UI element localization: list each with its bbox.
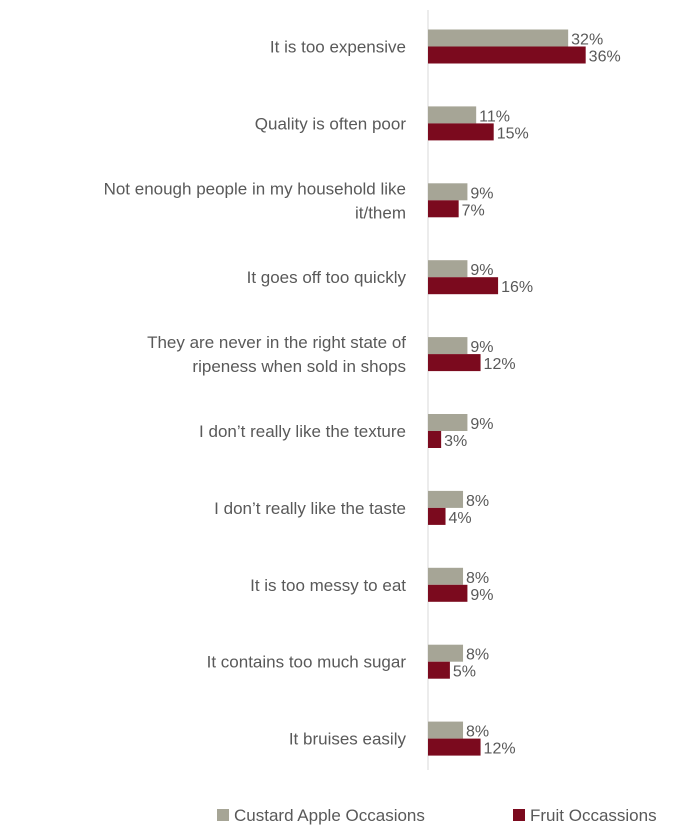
custard-apple-data-label: 9% bbox=[470, 339, 493, 356]
category-label-line: ripeness when sold in shops bbox=[192, 357, 406, 376]
category-label-line: It contains too much sugar bbox=[207, 653, 407, 672]
fruit-data-label: 16% bbox=[501, 279, 533, 296]
category-label: It contains too much sugar bbox=[207, 653, 407, 672]
category-label: I don’t really like the taste bbox=[214, 499, 406, 518]
category-label: Quality is often poor bbox=[255, 114, 407, 133]
fruit-bar bbox=[428, 123, 494, 141]
chart-marks: It is too expensive 32%36% Quality is ofte… bbox=[104, 29, 621, 758]
category-label: It bruises easily bbox=[289, 730, 407, 749]
custard-apple-bar bbox=[428, 106, 477, 124]
legend-label: Fruit Occassions bbox=[530, 806, 657, 825]
custard-apple-data-label: 11% bbox=[479, 108, 510, 125]
fruit-data-label: 4% bbox=[449, 510, 472, 527]
category-label: Not enough people in my household like it… bbox=[104, 179, 406, 222]
custard-apple-data-label: 9% bbox=[470, 416, 493, 433]
fruit-bar bbox=[428, 584, 468, 602]
category-label-line: It bruises easily bbox=[289, 730, 407, 749]
fruit-data-label: 5% bbox=[453, 664, 476, 681]
custard-apple-bar bbox=[428, 337, 468, 355]
fruit-bar bbox=[428, 738, 481, 756]
fruit-bar bbox=[428, 661, 450, 679]
fruit-bar bbox=[428, 507, 446, 525]
category-label-line: They are never in the right state of bbox=[147, 333, 406, 352]
custard-apple-bar bbox=[428, 183, 468, 201]
custard-apple-data-label: 8% bbox=[466, 724, 489, 741]
fruit-bar bbox=[428, 431, 442, 448]
fruit-bar bbox=[428, 200, 459, 218]
custard-apple-data-label: 8% bbox=[466, 570, 489, 587]
custard-apple-data-label: 8% bbox=[466, 647, 489, 664]
fruit-data-label: 7% bbox=[462, 202, 485, 219]
fruit-data-label: 3% bbox=[444, 433, 467, 450]
category-label-line: It is too messy to eat bbox=[250, 576, 406, 595]
legend-swatch bbox=[513, 809, 525, 821]
category-label-line: it/them bbox=[355, 203, 406, 222]
custard-apple-data-label: 8% bbox=[466, 493, 489, 510]
custard-apple-bar bbox=[428, 414, 468, 431]
category-label-line: I don’t really like the taste bbox=[214, 499, 406, 518]
fruit-data-label: 12% bbox=[484, 741, 516, 758]
custard-apple-bar bbox=[428, 644, 464, 662]
category-label-line: Not enough people in my household like bbox=[104, 179, 406, 198]
custard-apple-bar bbox=[428, 490, 464, 508]
legend-swatch bbox=[217, 809, 229, 821]
fruit-bar bbox=[428, 354, 481, 372]
legend-label: Custard Apple Occasions bbox=[234, 806, 425, 825]
category-label-line: Quality is often poor bbox=[255, 114, 407, 133]
fruit-data-label: 9% bbox=[470, 587, 493, 604]
category-label: I don’t really like the texture bbox=[199, 422, 406, 441]
category-label-line: I don’t really like the texture bbox=[199, 422, 406, 441]
category-label-line: It goes off too quickly bbox=[247, 268, 407, 287]
custard-apple-data-label: 9% bbox=[470, 185, 493, 202]
legend: Custard Apple Occasions Fruit Occassions bbox=[217, 806, 657, 825]
category-label: It is too expensive bbox=[270, 38, 406, 57]
category-label: It is too messy to eat bbox=[250, 576, 406, 595]
fruit-data-label: 36% bbox=[589, 49, 621, 66]
custard-apple-bar bbox=[428, 567, 464, 585]
custard-apple-bar bbox=[428, 260, 468, 278]
custard-apple-data-label: 9% bbox=[470, 262, 493, 279]
fruit-bar bbox=[428, 277, 499, 295]
category-label: It goes off too quickly bbox=[247, 268, 407, 287]
fruit-bar bbox=[428, 46, 586, 64]
category-label: They are never in the right state of ripe… bbox=[147, 333, 406, 376]
category-label-line: It is too expensive bbox=[270, 38, 406, 57]
custard-apple-bar bbox=[428, 721, 464, 739]
custard-apple-bar bbox=[428, 29, 569, 47]
custard-apple-data-label: 32% bbox=[571, 32, 603, 49]
fruit-data-label: 15% bbox=[497, 125, 529, 142]
fruit-data-label: 12% bbox=[484, 356, 516, 373]
